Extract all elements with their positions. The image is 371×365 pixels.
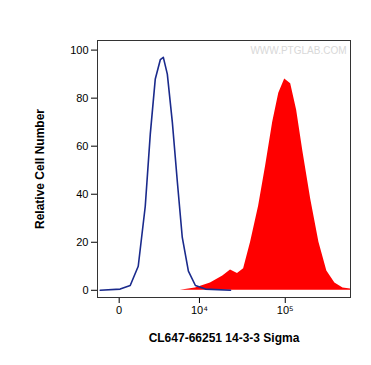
svg-text:40: 40 (76, 188, 88, 200)
svg-text:Relative Cell Number: Relative Cell Number (33, 109, 47, 229)
svg-text:100: 100 (70, 44, 88, 56)
svg-text:20: 20 (76, 236, 88, 248)
svg-text:0: 0 (116, 304, 122, 316)
svg-text:0: 0 (82, 284, 88, 296)
svg-text:10⁴: 10⁴ (191, 304, 208, 316)
svg-text:80: 80 (76, 92, 88, 104)
svg-text:60: 60 (76, 140, 88, 152)
svg-text:CL647-66251 14-3-3 Sigma: CL647-66251 14-3-3 Sigma (149, 331, 300, 345)
svg-text:10⁵: 10⁵ (277, 304, 294, 316)
svg-text:WWW.PTGLAB.COM: WWW.PTGLAB.COM (250, 45, 346, 56)
